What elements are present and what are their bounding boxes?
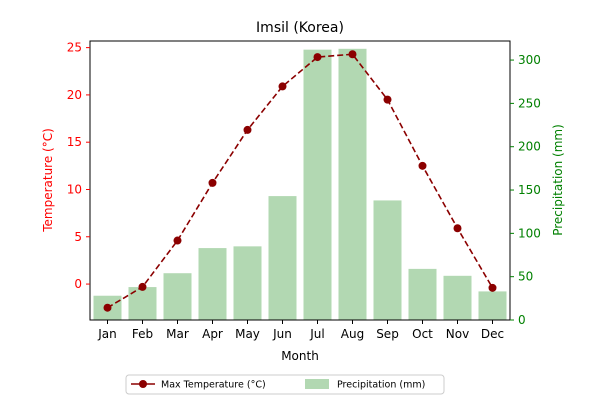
left-tick-label: 20 [67, 88, 82, 102]
x-tick-label-apr: Apr [202, 327, 223, 341]
x-tick-label-feb: Feb [132, 327, 153, 341]
temperature-point-nov [453, 224, 462, 233]
x-tick-label-nov: Nov [446, 327, 469, 341]
x-tick-label-jul: Jul [309, 327, 324, 341]
x-axis-label: Month [281, 349, 319, 363]
temperature-point-dec [488, 283, 497, 292]
precipitation-bar-jul [303, 49, 332, 320]
legend-marker-swatch [139, 380, 147, 388]
left-tick-label: 0 [74, 277, 82, 291]
temperature-point-may [243, 125, 252, 134]
temperature-point-jul [313, 53, 322, 62]
temperature-line-path [107, 53, 494, 309]
left-tick-label: 25 [67, 41, 82, 55]
right-tick-label: 250 [518, 96, 541, 110]
x-tick-label-aug: Aug [341, 327, 364, 341]
legend-label-temperature: Max Temperature (°C) [161, 380, 266, 391]
x-tick-label-jan: Jan [97, 327, 117, 341]
precipitation-bars [93, 48, 507, 321]
temperature-point-jan [103, 303, 112, 312]
chart-title: Imsil (Korea) [256, 20, 344, 36]
temperature-point-aug [348, 50, 357, 59]
right-tick-label: 300 [518, 53, 541, 67]
right-tick-label: 150 [518, 183, 541, 197]
right-tick-label: 50 [518, 270, 533, 284]
temperature-point-apr [208, 178, 217, 187]
axes: Jan Feb Mar Apr May Jun Jul Aug Sep Oct Nov Dec 0 5 10… [67, 40, 541, 341]
left-tick-label: 5 [74, 230, 82, 244]
legend: Max Temperature (°C) Precipitation (mm) [125, 374, 445, 395]
left-tick-label: 10 [67, 182, 82, 196]
x-tick-label-sep: Sep [376, 327, 399, 341]
plot-frame [89, 40, 511, 321]
x-tick-label-may: May [235, 327, 260, 341]
precipitation-bar-may [233, 246, 262, 320]
precipitation-bar-aug [338, 48, 367, 321]
x-tick-label-jun: Jun [272, 327, 292, 341]
x-tick-label-dec: Dec [481, 327, 504, 341]
legend-frame [125, 374, 445, 395]
precipitation-bar-dec [478, 291, 507, 320]
left-tick-label: 15 [67, 135, 82, 149]
precipitation-bar-apr [198, 248, 227, 320]
x-tick-label-oct: Oct [412, 327, 433, 341]
precipitation-bar-sep [373, 200, 402, 320]
precipitation-bar-oct [408, 268, 437, 320]
left-axis-label: Temperature (°C) [41, 128, 55, 233]
right-axis-label: Precipitation (mm) [551, 124, 565, 236]
legend-label-precipitation: Precipitation (mm) [337, 380, 425, 391]
precipitation-bar-jun [268, 196, 297, 320]
temperature-point-oct [418, 161, 427, 170]
right-tick-label: 200 [518, 140, 541, 154]
right-tick-label: 100 [518, 226, 541, 240]
precipitation-bar-mar [163, 273, 192, 320]
legend-bar-swatch [305, 379, 329, 389]
precipitation-bar-nov [443, 275, 472, 320]
temperature-point-feb [138, 282, 147, 291]
temperature-line [103, 50, 497, 312]
temperature-point-jun [278, 82, 287, 91]
temperature-point-sep [383, 95, 392, 104]
temperature-point-mar [173, 236, 182, 245]
right-tick-label: 0 [518, 313, 526, 327]
x-tick-label-mar: Mar [166, 327, 189, 341]
